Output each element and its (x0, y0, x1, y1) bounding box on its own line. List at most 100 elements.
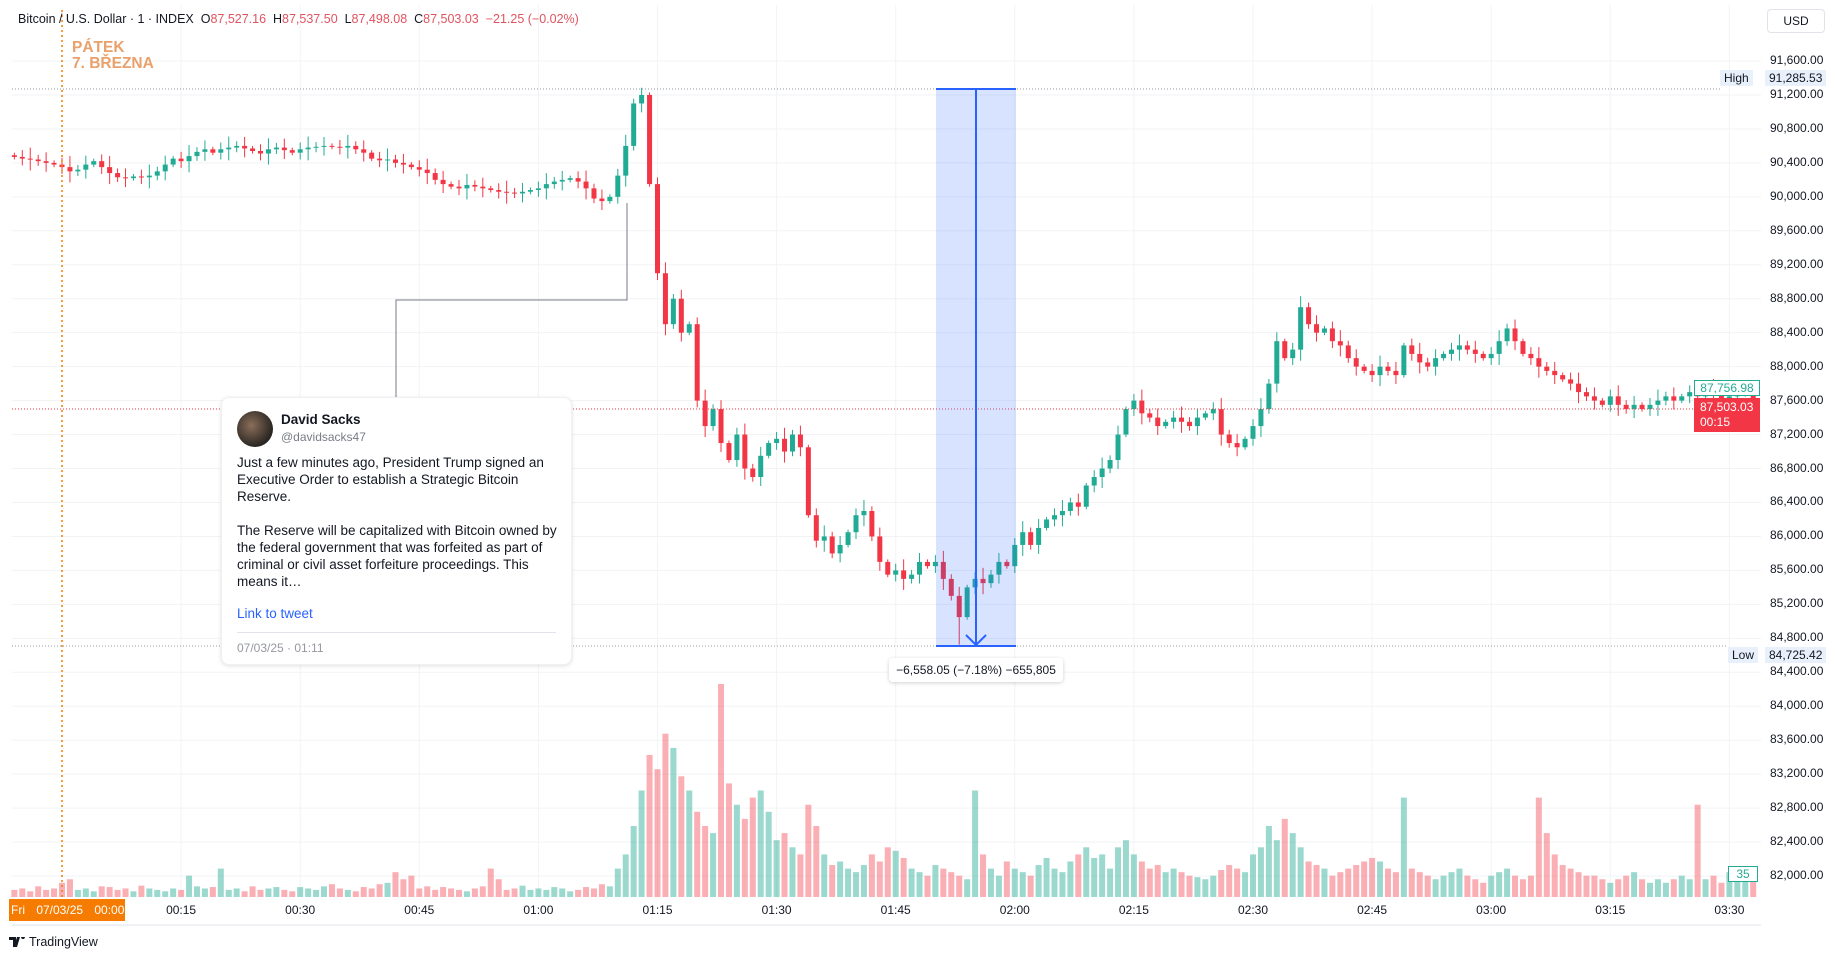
bar-countdown: 00:15 (1700, 415, 1731, 429)
volume-bar (448, 888, 455, 897)
price-tick: 88,800.00 (1770, 290, 1824, 305)
candle-up (1655, 400, 1661, 405)
candle-down (377, 158, 383, 161)
tweet-author: David Sacks (281, 412, 361, 427)
candle-down (1369, 370, 1375, 376)
volume-bar (1003, 861, 1010, 897)
current-price-label: 87,503.03 00:15 (1694, 398, 1760, 432)
symbol-name: Bitcoin / U.S. Dollar · 1 · INDEX (18, 12, 194, 26)
volume-bar (1670, 879, 1677, 897)
volume-bar (1019, 872, 1026, 897)
candle-down (19, 156, 25, 159)
volume-bar (511, 888, 518, 897)
time-tick: 02:15 (1118, 903, 1149, 917)
volume-bar (201, 888, 208, 897)
candle-down (1409, 345, 1415, 354)
volume-bar (1519, 879, 1526, 897)
candle-down (813, 515, 819, 541)
volume-bar (741, 818, 748, 897)
price-tick: 87,200.00 (1770, 426, 1824, 441)
candle-up (75, 169, 81, 172)
volume-bar (1337, 872, 1344, 897)
candles (11, 87, 1756, 645)
branding-text: TradingView (29, 935, 98, 949)
volume-bar (1154, 865, 1161, 897)
candle-down (35, 159, 41, 162)
volume-bar (209, 887, 216, 897)
arrow-down-icon (965, 634, 987, 647)
candle-up (1488, 353, 1494, 359)
candle-up (520, 191, 526, 194)
volume-bar (1329, 875, 1336, 897)
volume-bar (622, 854, 629, 897)
candle-down (1306, 307, 1312, 325)
candle-down (210, 149, 216, 153)
candle-up (1687, 392, 1693, 397)
time-tick: 01:00 (523, 903, 554, 917)
candle-up (766, 443, 772, 456)
candle-down (1417, 353, 1423, 363)
low-label: Low (1728, 647, 1759, 663)
candle-down (702, 400, 708, 427)
candle-down (940, 561, 946, 579)
volume-bar (781, 833, 788, 897)
candle-down (1425, 362, 1431, 367)
price-tick: 84,400.00 (1770, 664, 1824, 679)
currency-button[interactable]: USD (1767, 9, 1825, 33)
volume-bar (527, 889, 534, 897)
candle-down (1186, 421, 1192, 427)
day-label-date: 7. BŘEZNA (72, 55, 154, 72)
volume-bar (1313, 865, 1320, 897)
volume-bar (98, 886, 105, 897)
candle-up (1067, 502, 1073, 511)
volume-bar (1647, 882, 1653, 897)
candle-up (186, 156, 192, 162)
candle-down (361, 149, 367, 153)
candle-down (829, 536, 835, 554)
candle-down (258, 150, 263, 154)
high-value-label: 91,285.53 (1765, 70, 1827, 86)
candle-up (996, 561, 1002, 575)
tweet-link[interactable]: Link to tweet (237, 606, 313, 621)
measure-tool[interactable] (936, 88, 1016, 647)
candle-down (416, 167, 422, 170)
volume-bar (1265, 826, 1272, 897)
tradingview-logo[interactable]: TradingView (9, 935, 98, 949)
volume-bar (1384, 868, 1391, 897)
candle-up (1083, 485, 1089, 507)
volume-bar (575, 889, 582, 897)
volume-bar (1202, 879, 1209, 897)
price-tick: 91,200.00 (1770, 86, 1824, 101)
volume-bar (1734, 879, 1741, 897)
volume-bar (321, 886, 328, 897)
volume-bar (400, 879, 407, 897)
candle-down (67, 167, 73, 172)
candle-up (1044, 519, 1050, 528)
candle-down (877, 536, 883, 562)
candle-up (567, 178, 573, 180)
candle-up (1250, 426, 1256, 439)
volume-bar (336, 888, 343, 897)
candle-down (1282, 341, 1288, 359)
candle-up (1449, 349, 1454, 354)
time-tick: 01:30 (761, 903, 792, 917)
volume-bar (1392, 872, 1399, 897)
volume-bar (1464, 875, 1471, 897)
volume-bars (11, 684, 1757, 897)
volume-bar (1678, 875, 1685, 897)
volume-bar (1234, 868, 1241, 897)
volume-bar (1400, 797, 1407, 897)
volume-bar (1686, 879, 1693, 897)
volume-bar (1591, 875, 1598, 897)
candle-down (869, 510, 875, 537)
volume-bar (757, 790, 764, 897)
price-tick: 83,200.00 (1770, 766, 1824, 781)
candle-up (988, 574, 994, 584)
candle-up (837, 544, 843, 554)
candle-down (424, 169, 430, 174)
volume-bar (670, 747, 677, 897)
candle-up (1607, 396, 1613, 405)
candle-up (1020, 532, 1026, 545)
volume-bar (352, 891, 359, 897)
volume-bar (1615, 879, 1622, 897)
